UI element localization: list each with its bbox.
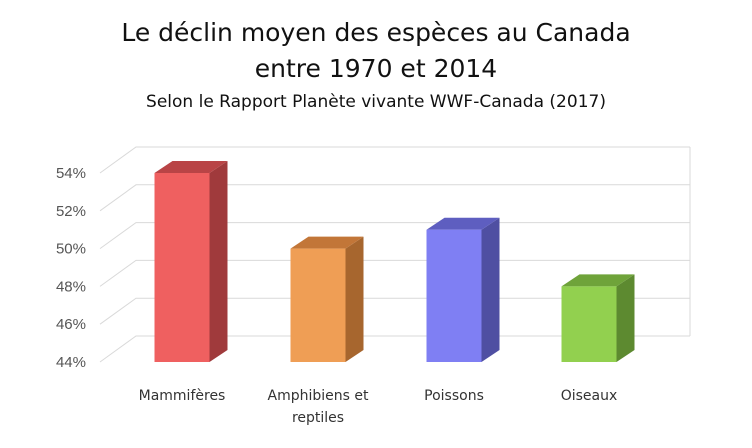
bar-top bbox=[290, 236, 364, 249]
bar-top bbox=[426, 217, 500, 230]
x-tick-label: Poissons bbox=[424, 388, 484, 404]
y-tick-label: 50% bbox=[56, 241, 86, 258]
gridline bbox=[99, 259, 690, 287]
gridline bbox=[99, 297, 690, 325]
bar bbox=[290, 236, 364, 362]
bar bbox=[561, 274, 635, 362]
bar-side bbox=[345, 236, 364, 362]
bar bbox=[154, 161, 228, 362]
gridline bbox=[99, 335, 690, 363]
bar-front bbox=[290, 248, 346, 362]
y-tick-label: 44% bbox=[56, 354, 86, 371]
y-tick-label: 46% bbox=[56, 316, 86, 333]
y-tick-label: 48% bbox=[56, 278, 86, 295]
grid-layer bbox=[99, 146, 691, 363]
chart-title-line2: entre 1970 et 2014 bbox=[254, 54, 498, 83]
bar-side bbox=[209, 161, 228, 362]
chart-title-line1: Le déclin moyen des espèces au Canada bbox=[121, 18, 631, 47]
gridline bbox=[99, 146, 690, 174]
bar-side bbox=[616, 274, 635, 362]
bar-top bbox=[561, 274, 635, 287]
bar bbox=[426, 217, 500, 362]
bar-top bbox=[154, 161, 228, 173]
y-axis: 44% 46% 48% 50% 52% 54% bbox=[56, 165, 86, 371]
bar-front bbox=[154, 173, 210, 362]
x-tick-label: Oiseaux bbox=[561, 388, 618, 404]
gridline bbox=[99, 222, 690, 250]
gridline bbox=[99, 184, 690, 212]
x-tick-label: Amphibiens et reptiles bbox=[268, 388, 369, 426]
bar-front bbox=[426, 229, 482, 362]
bars-layer bbox=[154, 161, 635, 362]
chart-subtitle: Selon le Rapport Planète vivante WWF-Can… bbox=[146, 92, 606, 112]
x-tick-label: Mammifères bbox=[139, 388, 226, 404]
bar-front bbox=[561, 286, 617, 362]
y-tick-label: 52% bbox=[56, 203, 86, 220]
y-tick-label: 54% bbox=[56, 165, 86, 182]
x-axis: Mammifères Amphibiens et reptiles Poissons O… bbox=[139, 388, 618, 426]
bar-side bbox=[481, 217, 500, 362]
